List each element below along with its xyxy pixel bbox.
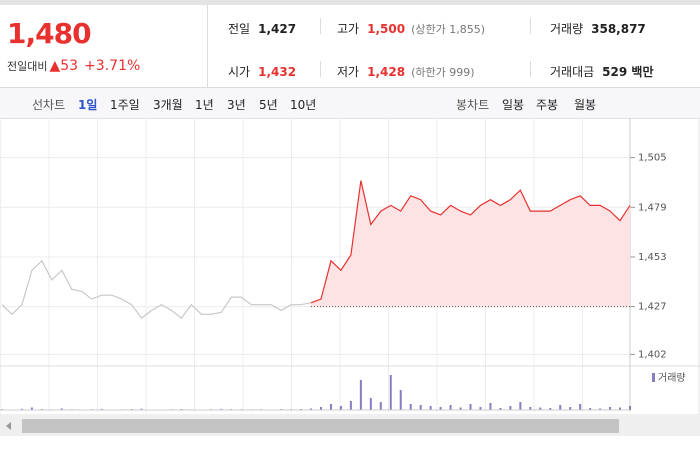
volume-bar bbox=[329, 404, 332, 410]
volume-bar bbox=[20, 408, 23, 410]
tab[interactable]: 10년 bbox=[290, 98, 317, 112]
tab[interactable]: 1일 bbox=[78, 98, 98, 112]
volume-bar bbox=[519, 402, 522, 410]
price: 1,480 bbox=[7, 17, 92, 50]
scrollbar[interactable] bbox=[0, 416, 700, 436]
divider bbox=[530, 18, 531, 34]
info-cell: 시가 1,432 bbox=[228, 63, 302, 80]
y-tick-label: 1,505 bbox=[638, 153, 667, 164]
quote-header: 1,480 전일대비 ▲53 +3.71% 전일 1,427 고가 1,500 (상한가 1… bbox=[0, 0, 700, 88]
info-value: 1,428 bbox=[367, 65, 406, 79]
info-cell: 전일 1,427 bbox=[228, 20, 302, 37]
y-tick-label: 1,479 bbox=[638, 202, 667, 213]
volume-bar bbox=[589, 408, 592, 410]
volume-bar bbox=[499, 408, 502, 410]
change-pct: +3.71% bbox=[84, 58, 141, 74]
info-cell: 거래대금 529 백만 bbox=[550, 63, 659, 80]
change-label: 전일대비 bbox=[7, 60, 48, 73]
volume-bar bbox=[429, 406, 432, 410]
tab[interactable]: 1년 bbox=[195, 98, 214, 112]
volume-bar bbox=[459, 407, 462, 410]
volume-bar bbox=[379, 402, 382, 410]
change: 전일대비 ▲53 +3.71% bbox=[7, 58, 146, 74]
volume-bar bbox=[609, 407, 612, 410]
tab[interactable]: 3개월 bbox=[153, 98, 183, 112]
volume-bar bbox=[549, 408, 552, 410]
info-value: 1,427 bbox=[258, 22, 297, 36]
volume-bar bbox=[339, 406, 342, 410]
volume-bar bbox=[319, 407, 322, 410]
legend-label: 거래량 bbox=[658, 372, 686, 384]
legend-swatch bbox=[652, 373, 655, 382]
change-value: ▲53 bbox=[49, 58, 79, 74]
volume-bar bbox=[60, 408, 63, 410]
info-label: 시가 bbox=[228, 65, 251, 79]
info-cell: 거래량 358,877 bbox=[550, 20, 652, 37]
volume-bar bbox=[419, 405, 422, 410]
tab[interactable]: 일봉 bbox=[502, 98, 525, 112]
info-sub: (하한가 999) bbox=[411, 66, 475, 79]
tab-bar: 선차트 1일 1주일 3개월 1년 3년 5년 10년 봉차트 일봉 주봉 월봉 bbox=[0, 88, 700, 119]
info-value: 1,500 bbox=[367, 22, 406, 36]
tab[interactable]: 5년 bbox=[259, 98, 278, 112]
info-value: 529 백만 bbox=[602, 65, 654, 79]
scroll-thumb[interactable] bbox=[22, 419, 619, 433]
volume-bar bbox=[469, 404, 472, 410]
volume-bar bbox=[449, 405, 452, 410]
tab[interactable]: 월봉 bbox=[574, 98, 597, 112]
volume-bar bbox=[529, 407, 532, 410]
volume-bar bbox=[619, 407, 622, 410]
info-cell: 저가 1,428 (하한가 999) bbox=[337, 63, 475, 80]
info-value: 1,432 bbox=[258, 65, 297, 79]
volume-bar bbox=[509, 406, 512, 410]
volume-bar bbox=[389, 375, 392, 410]
y-tick-label: 1,453 bbox=[638, 252, 667, 263]
scroll-left[interactable] bbox=[6, 422, 11, 430]
tab[interactable]: 주봉 bbox=[536, 98, 559, 112]
info-value: 358,877 bbox=[591, 22, 646, 36]
info-label: 전일 bbox=[228, 22, 251, 36]
tab-label: 선차트 bbox=[32, 98, 66, 112]
volume-bar bbox=[629, 406, 631, 410]
divider bbox=[320, 61, 321, 77]
volume-bar bbox=[479, 407, 482, 410]
volume-bar bbox=[569, 407, 572, 410]
volume-bar bbox=[30, 407, 33, 410]
info-label: 고가 bbox=[337, 22, 360, 36]
info-label: 저가 bbox=[337, 65, 360, 79]
area bbox=[311, 180, 630, 307]
divider bbox=[320, 18, 321, 34]
volume-bar bbox=[539, 407, 542, 410]
volume-bar bbox=[579, 404, 582, 410]
volume-bar bbox=[359, 380, 362, 410]
volume-bar bbox=[439, 407, 442, 410]
volume-bar bbox=[369, 398, 372, 410]
price-line bbox=[1, 259, 312, 319]
chart: 1,402 1,427 1,453 1,479 1,505 거래량 bbox=[0, 118, 700, 416]
volume-bar bbox=[100, 408, 103, 410]
volume-bar bbox=[599, 408, 602, 410]
volume-bar bbox=[220, 408, 223, 410]
divider bbox=[530, 61, 531, 77]
tab[interactable]: 1주일 bbox=[110, 98, 140, 112]
y-tick-label: 1,427 bbox=[638, 302, 667, 313]
plot-frame bbox=[0, 118, 700, 416]
info-label: 거래대금 bbox=[550, 65, 595, 79]
info-label: 거래량 bbox=[550, 22, 584, 36]
volume-bar bbox=[349, 401, 352, 410]
volume-bar bbox=[559, 405, 562, 410]
tab-label: 봉차트 bbox=[456, 98, 490, 112]
tab[interactable]: 3년 bbox=[227, 98, 246, 112]
info-cell: 고가 1,500 (상한가 1,855) bbox=[337, 20, 485, 37]
volume-bar bbox=[399, 390, 402, 410]
info-sub: (상한가 1,855) bbox=[411, 23, 485, 36]
price-box: 1,480 전일대비 ▲53 +3.71% bbox=[0, 5, 208, 88]
y-tick-label: 1,402 bbox=[638, 349, 667, 360]
volume-bar bbox=[310, 408, 313, 410]
volume-bar bbox=[140, 408, 143, 410]
price-line bbox=[310, 180, 631, 304]
volume-bar bbox=[489, 403, 492, 410]
volume-bar bbox=[409, 404, 412, 410]
